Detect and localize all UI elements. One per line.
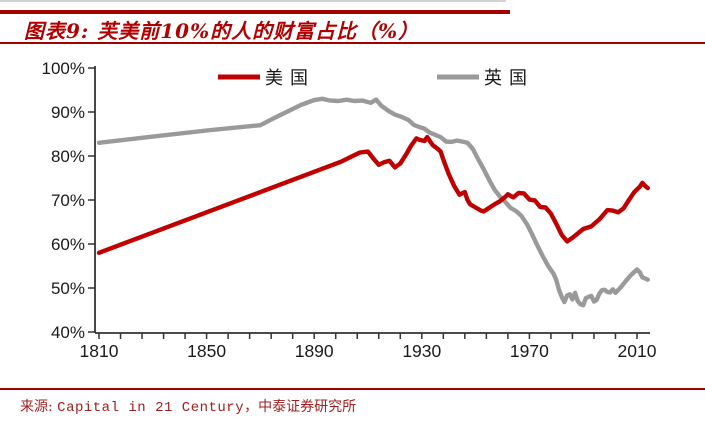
source-english-text: Capital in 21 Century [57,400,245,416]
top-divider-light [0,0,506,2]
chart-legend: 美国 英国 [218,68,534,89]
legend-label-英国: 英国 [484,68,534,89]
source-note: 来源: Capital in 21 Century，中泰证券研究所 [20,396,356,416]
title-underline [0,42,705,44]
x-tick-label: 2010 [618,341,657,361]
x-tick-label: 1810 [80,341,119,361]
y-tick-label: 70% [51,191,85,210]
figure-title: 图表9: 芙美前10%的人的财富占比（%） [24,19,420,43]
y-tick-label: 40% [51,323,85,342]
source-label: 来源: [20,399,58,415]
x-tick-label: 1850 [187,341,226,361]
y-tick-label: 80% [51,147,85,166]
x-tick-label: 1970 [510,341,549,361]
y-tick-label: 100% [42,59,85,78]
legend-label-美国: 美国 [265,68,315,89]
x-tick-label: 1890 [295,341,334,361]
y-tick-label: 60% [51,235,85,254]
chart-axes: 100% 90% 80% 70% 60% 50% 40%1810 1850 1890 1930 19… [42,59,657,361]
top-divider-red [0,10,510,14]
series-line-美国 [96,134,650,256]
footer-divider [0,388,705,390]
y-tick-label: 50% [51,279,85,298]
source-suffix: ，中泰证券研究所 [244,399,357,415]
y-tick-label: 90% [51,103,85,122]
x-tick-label: 1930 [402,341,441,361]
series-line-英国 [96,96,650,308]
chart-series [96,96,650,308]
